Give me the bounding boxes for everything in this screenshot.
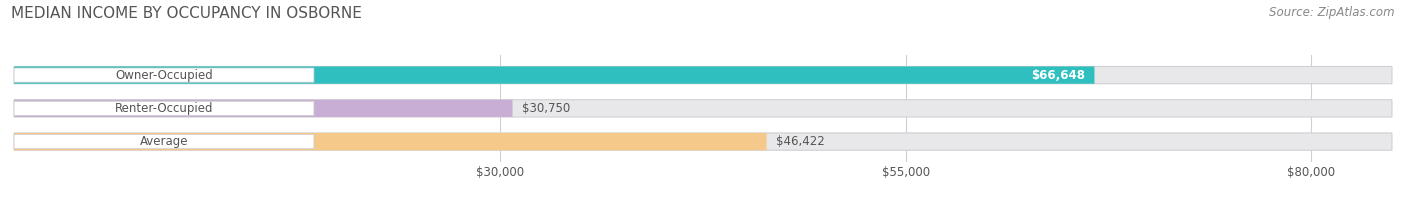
FancyBboxPatch shape — [14, 101, 314, 115]
FancyBboxPatch shape — [14, 135, 314, 149]
FancyBboxPatch shape — [14, 100, 513, 117]
FancyBboxPatch shape — [14, 66, 1094, 84]
Text: Renter-Occupied: Renter-Occupied — [115, 102, 214, 115]
FancyBboxPatch shape — [14, 100, 1392, 117]
Text: MEDIAN INCOME BY OCCUPANCY IN OSBORNE: MEDIAN INCOME BY OCCUPANCY IN OSBORNE — [11, 6, 363, 21]
Text: $30,750: $30,750 — [522, 102, 571, 115]
Text: $46,422: $46,422 — [776, 135, 825, 148]
FancyBboxPatch shape — [14, 133, 766, 150]
Text: $66,648: $66,648 — [1031, 69, 1084, 82]
FancyBboxPatch shape — [14, 68, 314, 82]
Text: Owner-Occupied: Owner-Occupied — [115, 69, 212, 82]
Text: Source: ZipAtlas.com: Source: ZipAtlas.com — [1270, 6, 1395, 19]
FancyBboxPatch shape — [14, 133, 1392, 150]
Text: Average: Average — [139, 135, 188, 148]
FancyBboxPatch shape — [14, 66, 1392, 84]
